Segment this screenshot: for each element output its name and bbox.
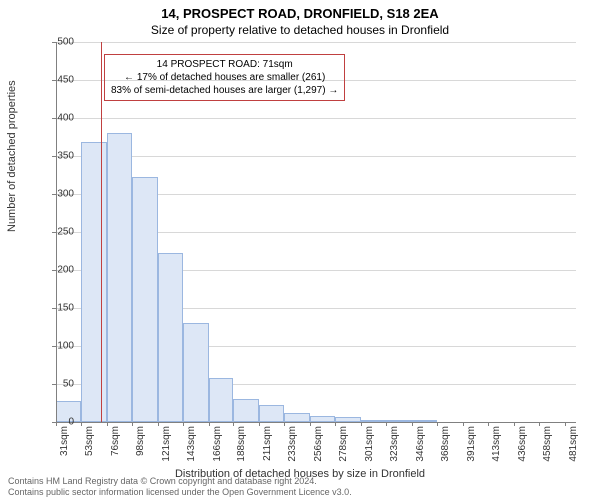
xtick-label: 188sqm xyxy=(236,426,247,462)
xtick-label: 233sqm xyxy=(287,426,298,462)
xtick-label: 121sqm xyxy=(161,426,172,462)
annotation-line3: 83% of semi-detached houses are larger (… xyxy=(111,84,338,97)
xtick-label: 143sqm xyxy=(186,426,197,462)
xtick-mark xyxy=(412,422,413,426)
annotation-box: 14 PROSPECT ROAD: 71sqm ← 17% of detache… xyxy=(104,54,345,101)
xtick-label: 98sqm xyxy=(135,426,146,456)
xtick-mark xyxy=(539,422,540,426)
bar xyxy=(284,413,310,422)
xtick-label: 256sqm xyxy=(313,426,324,462)
xtick-mark xyxy=(132,422,133,426)
xtick-mark xyxy=(488,422,489,426)
xtick-label: 211sqm xyxy=(262,426,273,461)
ytick-label: 300 xyxy=(44,189,74,200)
ytick-label: 500 xyxy=(44,37,74,48)
footer-line2: Contains public sector information licen… xyxy=(8,487,592,498)
bar xyxy=(107,133,132,422)
xtick-label: 458sqm xyxy=(542,426,553,462)
xtick-mark xyxy=(81,422,82,426)
ytick-label: 350 xyxy=(44,151,74,162)
property-marker-line xyxy=(101,42,102,422)
plot: 14 PROSPECT ROAD: 71sqm ← 17% of detache… xyxy=(56,42,576,422)
ytick-label: 0 xyxy=(44,417,74,428)
xtick-mark xyxy=(361,422,362,426)
ytick-label: 150 xyxy=(44,303,74,314)
y-axis-label: Number of detached properties xyxy=(6,80,18,232)
bar xyxy=(209,378,234,422)
xtick-mark xyxy=(463,422,464,426)
annotation-line2: ← 17% of detached houses are smaller (26… xyxy=(111,71,338,84)
ytick-label: 450 xyxy=(44,75,74,86)
bar xyxy=(259,405,284,422)
xtick-mark xyxy=(335,422,336,426)
xtick-label: 301sqm xyxy=(364,426,375,462)
xtick-mark xyxy=(386,422,387,426)
xtick-mark xyxy=(107,422,108,426)
xtick-label: 31sqm xyxy=(59,426,70,456)
xtick-label: 53sqm xyxy=(84,426,95,456)
annotation-line1: 14 PROSPECT ROAD: 71sqm xyxy=(111,58,338,71)
page-subtitle: Size of property relative to detached ho… xyxy=(0,21,600,41)
xtick-label: 76sqm xyxy=(110,426,121,456)
xtick-mark xyxy=(259,422,260,426)
ytick-label: 250 xyxy=(44,227,74,238)
footer-line1: Contains HM Land Registry data © Crown c… xyxy=(8,476,592,487)
xtick-label: 391sqm xyxy=(466,426,477,462)
xtick-mark xyxy=(437,422,438,426)
ytick-label: 400 xyxy=(44,113,74,124)
xtick-mark xyxy=(233,422,234,426)
ytick-label: 50 xyxy=(44,379,74,390)
bar xyxy=(158,253,183,422)
xtick-mark xyxy=(209,422,210,426)
bar xyxy=(183,323,209,422)
chart-area: 14 PROSPECT ROAD: 71sqm ← 17% of detache… xyxy=(56,42,576,422)
bar xyxy=(233,399,259,422)
x-axis-line xyxy=(56,422,576,423)
xtick-mark xyxy=(158,422,159,426)
xtick-label: 346sqm xyxy=(415,426,426,462)
bar xyxy=(132,177,158,422)
xtick-mark xyxy=(565,422,566,426)
xtick-mark xyxy=(284,422,285,426)
xtick-label: 278sqm xyxy=(338,426,349,462)
bar xyxy=(81,142,107,422)
xtick-label: 323sqm xyxy=(389,426,400,462)
page-title: 14, PROSPECT ROAD, DRONFIELD, S18 2EA xyxy=(0,0,600,21)
footer: Contains HM Land Registry data © Crown c… xyxy=(8,476,592,498)
xtick-mark xyxy=(310,422,311,426)
xtick-label: 436sqm xyxy=(517,426,528,462)
ytick-label: 200 xyxy=(44,265,74,276)
xtick-label: 481sqm xyxy=(568,426,579,462)
ytick-label: 100 xyxy=(44,341,74,352)
xtick-label: 413sqm xyxy=(491,426,502,462)
xtick-mark xyxy=(514,422,515,426)
xtick-label: 166sqm xyxy=(212,426,223,462)
xtick-label: 368sqm xyxy=(440,426,451,462)
xtick-mark xyxy=(183,422,184,426)
